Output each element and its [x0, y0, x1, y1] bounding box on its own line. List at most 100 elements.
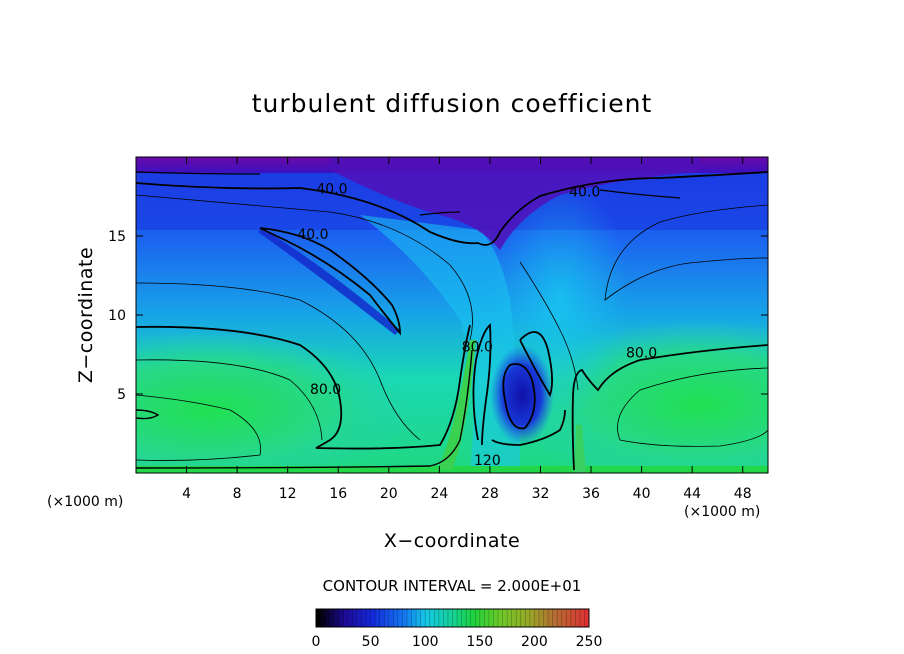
field-column-green [574, 425, 586, 473]
x-tick-label: 32 [532, 486, 550, 502]
x-tick-label: 36 [582, 486, 600, 502]
colorbar-tick-label: 50 [362, 634, 380, 650]
contour-interval-text: CONTOUR INTERVAL = 2.000E+01 [323, 577, 582, 595]
colorbar-swatch [584, 609, 590, 627]
field-dark-streak [258, 228, 400, 335]
colorbar-swatch [534, 609, 540, 627]
contour-label-layer: 40.0 40.0 40.0 80.0 80.0 80.0 120 [297, 181, 657, 469]
contour-thin-7 [519, 261, 579, 391]
colorbar-swatch [320, 609, 326, 627]
x-tick-label: 24 [430, 486, 448, 502]
colorbar-swatch [457, 609, 463, 627]
colorbar-swatch [434, 609, 440, 627]
contour-thin-5 [617, 367, 768, 447]
colorbar-swatch [397, 609, 403, 627]
colorbar-swatch [443, 609, 449, 627]
y-tick-label: 5 [117, 387, 126, 403]
colorbar-tick-label: 250 [576, 634, 603, 650]
contour-label: 40.0 [297, 227, 328, 243]
colorbar-swatch [425, 609, 431, 627]
colorbar-swatch [488, 609, 494, 627]
field-updraft-cyan [360, 215, 520, 470]
colorbar-swatch [388, 609, 394, 627]
colorbar-swatch [343, 609, 349, 627]
colorbar-swatch [484, 609, 490, 627]
colorbar-tick-label: 0 [312, 634, 321, 650]
colorbar-swatch [575, 609, 581, 627]
contour-top-wisp [136, 171, 681, 216]
chart-title: turbulent diffusion coefficient [252, 89, 653, 118]
colorbar-swatch [543, 609, 549, 627]
x-axis-label: X−coordinate [384, 530, 520, 552]
y-tick-label: 10 [108, 308, 126, 324]
contour-80-eddy [502, 363, 536, 430]
contour-thin-1 [136, 282, 421, 441]
colorbar-swatch [529, 609, 535, 627]
colorbar-swatch [507, 609, 513, 627]
colorbar-swatch [525, 609, 531, 627]
colorbar-swatch [338, 609, 344, 627]
x-tick-label: 44 [683, 486, 701, 502]
colorbar-swatch [516, 609, 522, 627]
colorbar-swatch [461, 609, 467, 627]
x-tick-label: 16 [329, 486, 347, 502]
colorbar-swatch [579, 609, 585, 627]
x-tick-label: 20 [380, 486, 398, 502]
colorbar-swatch [411, 609, 417, 627]
colorbar-swatch [393, 609, 399, 627]
colorbar-swatch [475, 609, 481, 627]
colorbar-ticks: 0 50 100 150 200 250 [312, 634, 603, 650]
colorbar-swatch [379, 609, 385, 627]
contour-surface [136, 349, 473, 469]
field-dark-eddy [490, 345, 554, 445]
x-tick-label: 8 [233, 486, 242, 502]
y-tick-label: 15 [108, 229, 126, 245]
colorbar-swatch [361, 609, 367, 627]
x-tick-label: 4 [182, 486, 191, 502]
colorbar-swatch [329, 609, 335, 627]
x-tick-label: 12 [279, 486, 297, 502]
contour-80-right [571, 344, 768, 471]
contour-thin-3 [136, 194, 473, 341]
colorbar-tick-label: 150 [466, 634, 493, 650]
contour-80-left [136, 324, 471, 450]
y-axis-label: Z−coordinate [75, 247, 97, 383]
contour-40-streak [259, 227, 401, 336]
colorbar-swatch [375, 609, 381, 627]
colorbar-swatch [429, 609, 435, 627]
x-tick-label: 40 [633, 486, 651, 502]
colorbar-swatch [447, 609, 453, 627]
colorbar-swatch [479, 609, 485, 627]
contour-left-edge [136, 409, 160, 420]
contour-label: 40.0 [569, 185, 600, 201]
contour-thin-4 [604, 204, 768, 301]
colorbar-swatch [420, 609, 426, 627]
colorbar-swatch [557, 609, 563, 627]
colorbar-swatch [366, 609, 372, 627]
colorbar-swatch [570, 609, 576, 627]
field-top-dip [330, 157, 700, 250]
contour-thin-6 [136, 394, 262, 461]
colorbar-tick-label: 100 [412, 634, 439, 650]
contour-thin-2 [136, 359, 323, 441]
colorbar-swatch [407, 609, 413, 627]
z-unit-label: (×1000 m) [47, 494, 123, 510]
contour-lines [136, 171, 768, 471]
contour-80-eddy-outer [519, 331, 553, 398]
contour-label: 80.0 [626, 346, 657, 362]
colorbar-swatch [438, 609, 444, 627]
field-green-lobe-left [136, 330, 410, 473]
colorbar-swatch [502, 609, 508, 627]
colorbar-swatch [370, 609, 376, 627]
contour-label: 120 [474, 453, 501, 469]
colorbar-swatch [552, 609, 558, 627]
colorbar-swatch [352, 609, 358, 627]
x-tick-label: 28 [481, 486, 499, 502]
colorbar-swatch [548, 609, 554, 627]
y-axis: 5 10 15 [108, 229, 768, 403]
plot-area [136, 157, 768, 473]
colorbar-swatch [498, 609, 504, 627]
colorbar-swatch [470, 609, 476, 627]
colorbar-swatch [334, 609, 340, 627]
contour-label: 40.0 [316, 181, 347, 197]
